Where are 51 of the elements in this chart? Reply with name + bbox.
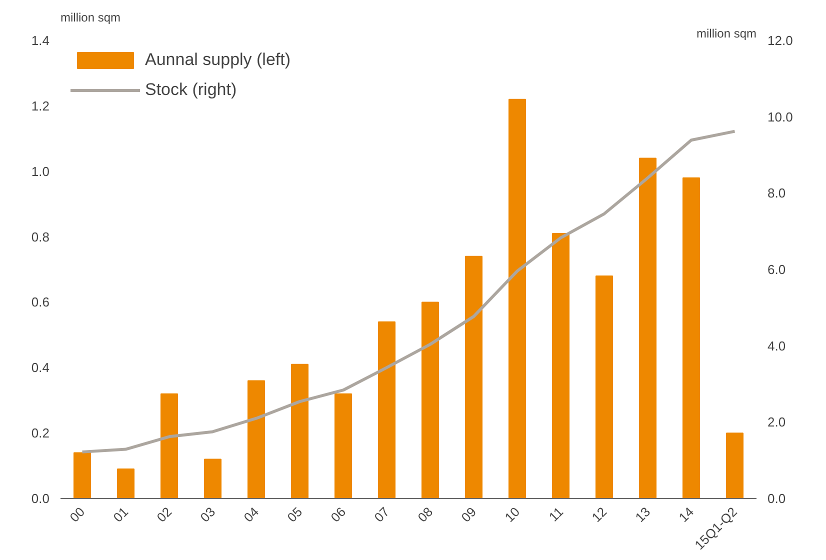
x-tick-label: 14: [676, 504, 697, 526]
y-tick-label: 1.0: [31, 164, 50, 179]
y2-tick-label: 12.0: [768, 33, 793, 48]
y-tick-label: 0.2: [31, 426, 50, 441]
bar: [638, 158, 657, 498]
x-tick-label: 06: [328, 504, 349, 526]
x-tick-label: 02: [154, 504, 175, 526]
bar: [421, 302, 440, 498]
y-tick-label: 0.0: [31, 491, 50, 506]
bar: [682, 177, 700, 498]
bar: [595, 276, 614, 498]
x-tick-label: 13: [632, 504, 654, 526]
bar: [247, 380, 266, 498]
x-tick-label: 03: [197, 504, 218, 526]
bar: [116, 468, 135, 498]
bar: [508, 98, 526, 498]
y2-tick-label: 8.0: [768, 186, 786, 201]
y2-tick-label: 2.0: [768, 414, 786, 430]
bar: [290, 364, 309, 498]
bar: [204, 458, 222, 498]
y2-tick-label: 4.0: [768, 338, 786, 354]
x-tick-label: 07: [371, 504, 392, 526]
y-axis-title: million sqm: [60, 10, 121, 24]
y-tick-label: 1.2: [31, 98, 50, 114]
y2-tick-label: 6.0: [768, 262, 786, 277]
x-tick-label: 05: [284, 504, 306, 526]
bar: [334, 393, 352, 498]
x-tick-label: 09: [458, 504, 480, 526]
y2-tick-label: 10.0: [768, 109, 793, 124]
x-tick-label: 08: [414, 504, 436, 526]
y-tick-label: 0.8: [31, 229, 50, 244]
y2-tick-label: 0.0: [768, 491, 786, 506]
line-series: [80, 130, 736, 454]
x-tick-label: 12: [588, 504, 610, 526]
y-tick-label: 1.4: [31, 33, 50, 48]
y-tick-label: 0.6: [31, 294, 50, 310]
bar: [73, 452, 92, 498]
x-tick-label: 04: [240, 504, 262, 526]
x-tick-label: 11: [546, 504, 566, 524]
bar: [160, 393, 178, 498]
bar: [464, 256, 483, 498]
bar: [378, 321, 396, 498]
x-tick-label: 00: [66, 504, 88, 526]
legend-label: Aunnal supply (left): [145, 50, 291, 70]
x-tick-label: 01: [110, 504, 132, 526]
legend-label: Stock (right): [145, 80, 237, 100]
y2-axis-title: million sqm: [696, 26, 757, 40]
x-tick-label: 10: [502, 504, 523, 526]
bar: [726, 432, 744, 498]
bar: [552, 233, 570, 498]
y-tick-label: 0.4: [31, 360, 50, 376]
